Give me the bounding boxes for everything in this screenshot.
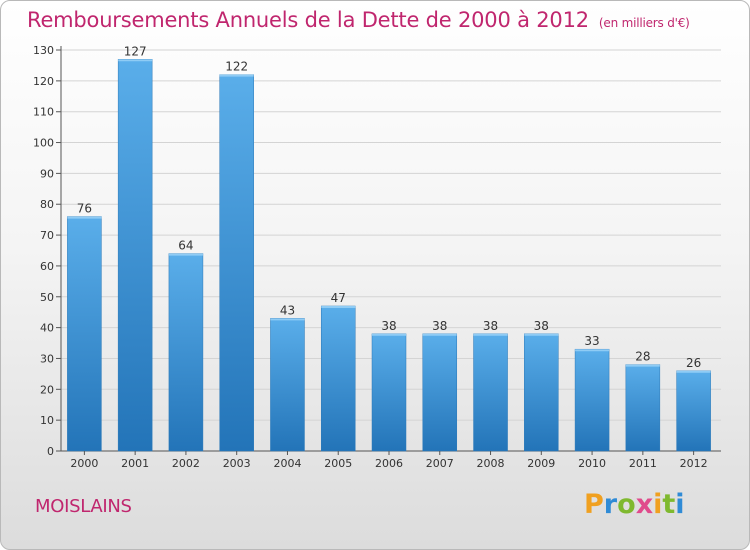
data-label: 33 — [584, 334, 599, 348]
y-tick-label: 100 — [33, 137, 54, 150]
y-tick-label: 20 — [40, 383, 54, 396]
x-tick-label: 2002 — [172, 457, 200, 470]
y-tick-label: 50 — [40, 291, 54, 304]
data-label: 43 — [280, 303, 295, 317]
data-label: 76 — [77, 202, 92, 216]
commune-name: MOISLAINS — [35, 496, 132, 517]
bar — [168, 253, 204, 452]
bar — [625, 364, 661, 452]
data-label: 38 — [534, 319, 549, 333]
logo-letter: i — [653, 489, 663, 520]
logo-letter: x — [635, 489, 654, 520]
data-label: 127 — [124, 44, 147, 58]
logo-letter: r — [603, 489, 618, 520]
bar — [219, 74, 254, 452]
chart-title: Remboursements Annuels de la Dette de 20… — [27, 8, 690, 32]
data-label: 47 — [331, 291, 346, 305]
bar — [422, 333, 458, 452]
data-label: 26 — [686, 356, 701, 370]
data-label: 28 — [635, 350, 650, 364]
bar — [676, 370, 711, 452]
y-tick-label: 40 — [40, 322, 54, 335]
y-tick-label: 10 — [40, 414, 54, 427]
data-label: 38 — [381, 319, 396, 333]
bar — [524, 333, 559, 452]
logo-letter: i — [675, 489, 685, 520]
x-tick-label: 2005 — [324, 457, 352, 470]
chart-unit: (en milliers d'€) — [598, 16, 690, 30]
data-label: 122 — [225, 60, 248, 74]
bar — [270, 318, 305, 452]
y-tick-label: 0 — [47, 445, 54, 458]
chart-title-text: Remboursements Annuels de la Dette de 20… — [27, 8, 589, 32]
x-tick-label: 2010 — [578, 457, 606, 470]
bar — [320, 305, 356, 452]
logo-letter: P — [584, 489, 604, 520]
y-tick-label: 110 — [33, 106, 54, 119]
data-label: 64 — [178, 239, 193, 253]
proxiti-logo: Proxiti — [584, 489, 685, 520]
x-tick-label: 2001 — [121, 457, 149, 470]
x-tick-label: 2009 — [527, 457, 555, 470]
x-tick-label: 2000 — [70, 457, 98, 470]
x-tick-label: 2006 — [375, 457, 403, 470]
x-tick-label: 2003 — [223, 457, 251, 470]
y-tick-label: 70 — [40, 229, 54, 242]
x-tick-label: 2011 — [629, 457, 657, 470]
y-tick-label: 60 — [40, 260, 54, 273]
bar — [574, 348, 610, 452]
y-tick-label: 80 — [40, 198, 54, 211]
bar — [67, 216, 102, 452]
x-tick-label: 2012 — [680, 457, 708, 470]
bar — [473, 333, 508, 452]
logo-letter: t — [662, 489, 676, 520]
y-tick-label: 30 — [40, 352, 54, 365]
x-tick-label: 2008 — [477, 457, 505, 470]
data-label: 38 — [483, 319, 498, 333]
y-tick-label: 120 — [33, 75, 54, 88]
y-tick-label: 90 — [40, 167, 54, 180]
data-label: 38 — [432, 319, 447, 333]
x-tick-label: 2007 — [426, 457, 454, 470]
bar — [371, 333, 407, 452]
x-tick-label: 2004 — [273, 457, 301, 470]
bar — [117, 59, 153, 452]
logo-letter: o — [617, 489, 636, 520]
y-tick-label: 130 — [33, 44, 54, 57]
